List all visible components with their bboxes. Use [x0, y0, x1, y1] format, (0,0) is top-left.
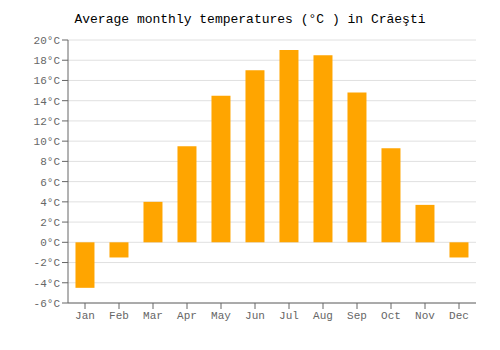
- svg-text:-4°C: -4°C: [34, 278, 61, 290]
- svg-text:10°C: 10°C: [34, 136, 61, 148]
- svg-text:Jul: Jul: [279, 310, 299, 322]
- svg-text:Oct: Oct: [381, 310, 401, 322]
- svg-text:Sep: Sep: [347, 310, 367, 322]
- svg-text:-2°C: -2°C: [34, 257, 61, 269]
- svg-text:14°C: 14°C: [34, 96, 61, 108]
- html-text:Average monthly temperatures (: Average monthly temperatures (°C ) in Cr…: [74, 12, 426, 27]
- svg-text:-6°C: -6°C: [34, 298, 61, 310]
- svg-text:2°C: 2°C: [40, 217, 60, 229]
- svg-text:20°C: 20°C: [34, 35, 61, 47]
- svg-text:Jun: Jun: [245, 310, 265, 322]
- svg-text:May: May: [211, 310, 231, 322]
- svg-text:0°C: 0°C: [40, 237, 60, 249]
- svg-text:4°C: 4°C: [40, 197, 60, 209]
- svg-text:Feb: Feb: [109, 310, 129, 322]
- svg-text:Mar: Mar: [143, 310, 163, 322]
- svg-text:Jan: Jan: [75, 310, 95, 322]
- svg-text:18°C: 18°C: [34, 55, 61, 67]
- svg-text:12°C: 12°C: [34, 116, 61, 128]
- svg-text:Apr: Apr: [177, 310, 197, 322]
- svg-text:8°C: 8°C: [40, 156, 60, 168]
- svg-text:6°C: 6°C: [40, 177, 60, 189]
- svg-text:Dec: Dec: [449, 310, 469, 322]
- svg-text:Nov: Nov: [415, 310, 435, 322]
- svg-text:16°C: 16°C: [34, 75, 61, 87]
- svg-text:Aug: Aug: [313, 310, 333, 322]
